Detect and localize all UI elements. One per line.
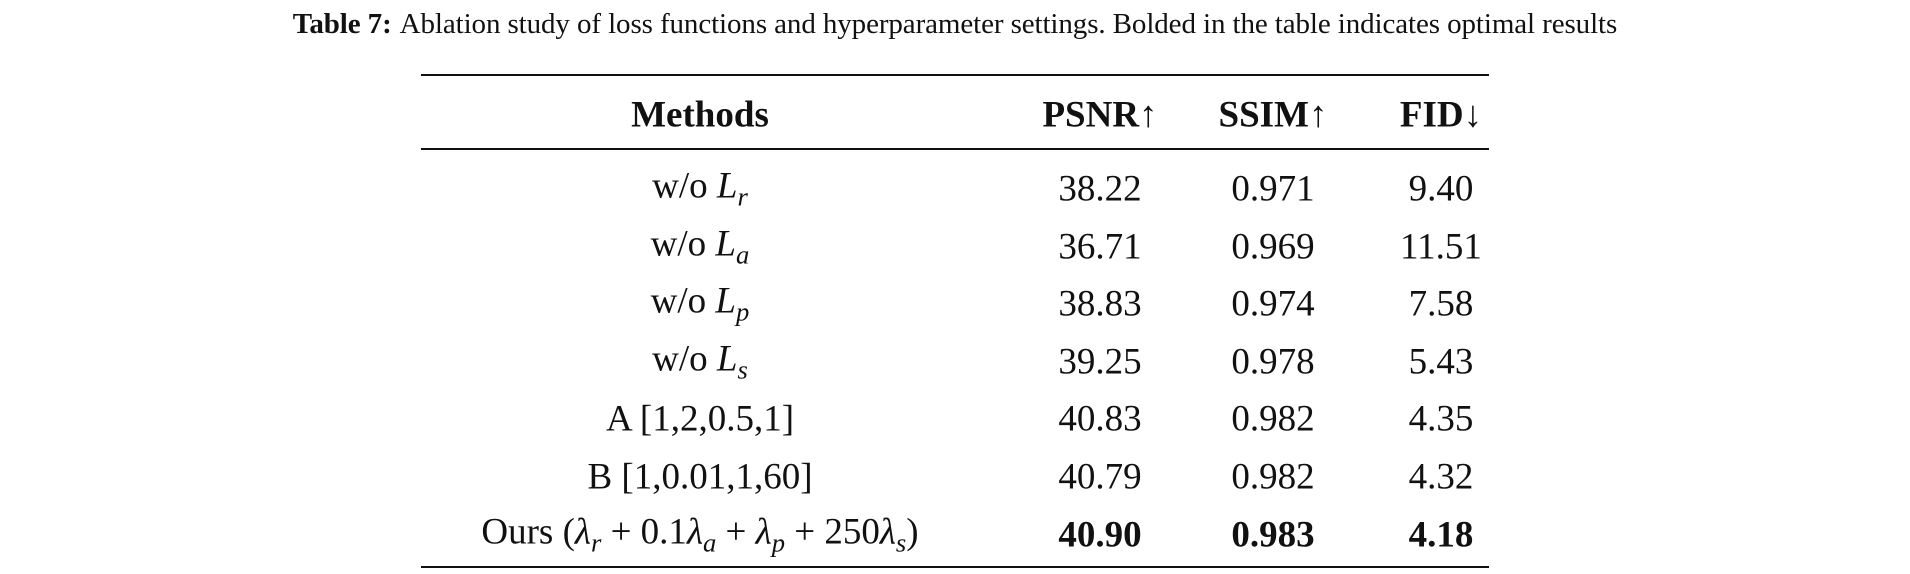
method-part: L [716, 338, 738, 380]
method-part: p [771, 527, 785, 558]
method-part: + 250 [785, 511, 880, 553]
value-cell: 40.79 [1058, 456, 1142, 498]
method-part: s [737, 354, 748, 385]
value-cell: 0.974 [1231, 283, 1315, 325]
caption-label: Table 7: [292, 8, 392, 40]
bottom-rule [421, 566, 1489, 568]
value-cell: 0.978 [1231, 341, 1315, 383]
header-cell: PSNR↑ [1042, 94, 1158, 136]
method-part: λ [755, 511, 772, 553]
mid-rule [421, 148, 1489, 150]
value-cell: 4.32 [1408, 456, 1474, 498]
method-cell: B [1,0.01,1,60] [587, 459, 812, 496]
value-cell: 38.22 [1058, 168, 1142, 210]
value-cell: 39.25 [1058, 341, 1142, 383]
method-part: s [895, 527, 907, 558]
value-cell: 9.40 [1408, 168, 1474, 210]
method-cell: w/o Lp [651, 283, 750, 326]
method-cell: w/o La [651, 225, 750, 268]
value-cell: 0.982 [1231, 456, 1315, 498]
method-part: r [590, 527, 602, 558]
method-cell: Ours (λr + 0.1λa + λp + 250λs) [481, 513, 918, 556]
value-cell: 4.35 [1408, 398, 1474, 440]
method-part: + [716, 511, 756, 553]
value-cell: 36.71 [1058, 226, 1142, 268]
top-rule [421, 74, 1489, 76]
method-cell: A [1,2,0.5,1] [606, 401, 794, 438]
method-part: a [736, 239, 750, 270]
header-cell: SSIM↑ [1218, 94, 1328, 136]
value-cell: 0.971 [1231, 168, 1315, 210]
method-part: r [737, 181, 748, 212]
method-part: Ours ( [481, 511, 575, 553]
value-cell: 0.983 [1231, 514, 1315, 556]
method-part: λ [574, 511, 591, 553]
value-cell: 7.58 [1408, 283, 1474, 325]
method-cell: w/o Lr [652, 168, 748, 211]
method-part: w/o [652, 165, 717, 207]
method-part: A [1,2,0.5,1] [605, 398, 795, 440]
method-part: ) [906, 511, 919, 553]
method-part: p [736, 296, 750, 327]
method-part: w/o [652, 338, 717, 380]
caption: Table 7: Ablation study of loss functions… [0, 8, 1910, 41]
header-cell: FID↓ [1399, 94, 1483, 136]
method-part: λ [879, 511, 896, 553]
method-part: L [715, 223, 737, 265]
method-cell: w/o Ls [652, 340, 748, 383]
value-cell: 4.18 [1408, 514, 1474, 556]
value-cell: 40.90 [1058, 514, 1142, 556]
method-part: + 0.1 [601, 511, 687, 553]
value-cell: 38.83 [1058, 283, 1142, 325]
value-cell: 0.969 [1231, 226, 1315, 268]
method-part: λ [686, 511, 703, 553]
method-part: L [716, 165, 738, 207]
method-part: w/o [650, 280, 716, 322]
method-part: L [715, 280, 737, 322]
method-part: B [1,0.01,1,60] [587, 456, 813, 498]
method-part: w/o [650, 223, 716, 265]
value-cell: 40.83 [1058, 398, 1142, 440]
value-cell: 11.51 [1400, 226, 1482, 268]
value-cell: 0.982 [1231, 398, 1315, 440]
value-cell: 5.43 [1408, 341, 1474, 383]
caption-text: Ablation study of loss functions and hyp… [399, 8, 1618, 40]
method-part: a [702, 527, 717, 558]
header-cell: Methods [631, 94, 769, 136]
